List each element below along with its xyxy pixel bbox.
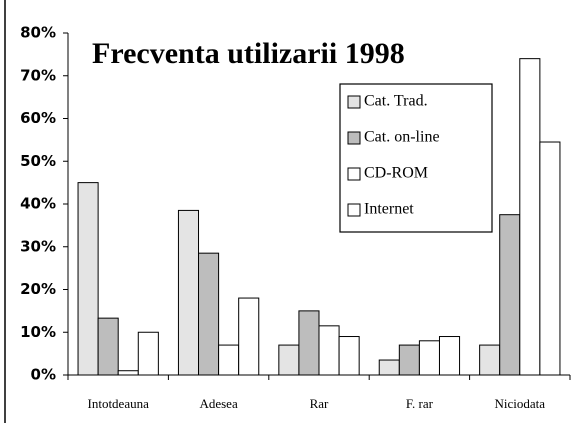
bar [318, 325, 340, 376]
bar [278, 344, 300, 376]
x-tick-label: Rar [310, 396, 329, 411]
legend-swatch [347, 131, 361, 145]
y-tick-label: 20% [20, 280, 56, 298]
y-tick-label: 0% [31, 366, 56, 384]
bar [519, 58, 541, 376]
chart-title: Frecventa utilizarii 1998 [92, 37, 405, 70]
y-tick-label: 60% [20, 109, 56, 127]
bar [378, 359, 400, 376]
bar [499, 214, 521, 376]
y-tick-label: 80% [20, 24, 56, 42]
legend-swatch [347, 95, 361, 109]
x-tick-label: Intotdeauna [88, 396, 150, 411]
legend-swatch [347, 203, 361, 217]
bar [398, 344, 420, 376]
legend-label: Cat. Trad. [364, 93, 428, 110]
bar [117, 370, 139, 376]
y-tick-label: 30% [20, 237, 56, 255]
legend-label: CD-ROM [364, 165, 428, 182]
legend-box [339, 83, 493, 233]
bar [338, 336, 360, 376]
bar [298, 310, 320, 376]
legend-label: Internet [364, 201, 414, 218]
y-tick-label: 70% [20, 66, 56, 84]
x-tick-label: Niciodata [495, 396, 546, 411]
legend-swatch [347, 167, 361, 181]
x-tick-label: F. rar [406, 396, 434, 411]
y-tick-label: 40% [20, 195, 56, 213]
bar [238, 297, 260, 376]
bar [539, 141, 561, 376]
bar [418, 340, 440, 376]
bar [438, 336, 461, 376]
bar [479, 344, 501, 376]
legend-label: Cat. on-line [364, 129, 440, 146]
y-tick-label: 50% [20, 152, 56, 170]
x-tick-label: Adesea [199, 396, 237, 411]
bar [177, 209, 200, 376]
y-tick-label: 10% [20, 323, 56, 341]
bar [137, 331, 159, 376]
bar [77, 182, 99, 376]
bar [198, 252, 220, 376]
bar [218, 344, 240, 376]
bar [97, 317, 119, 376]
